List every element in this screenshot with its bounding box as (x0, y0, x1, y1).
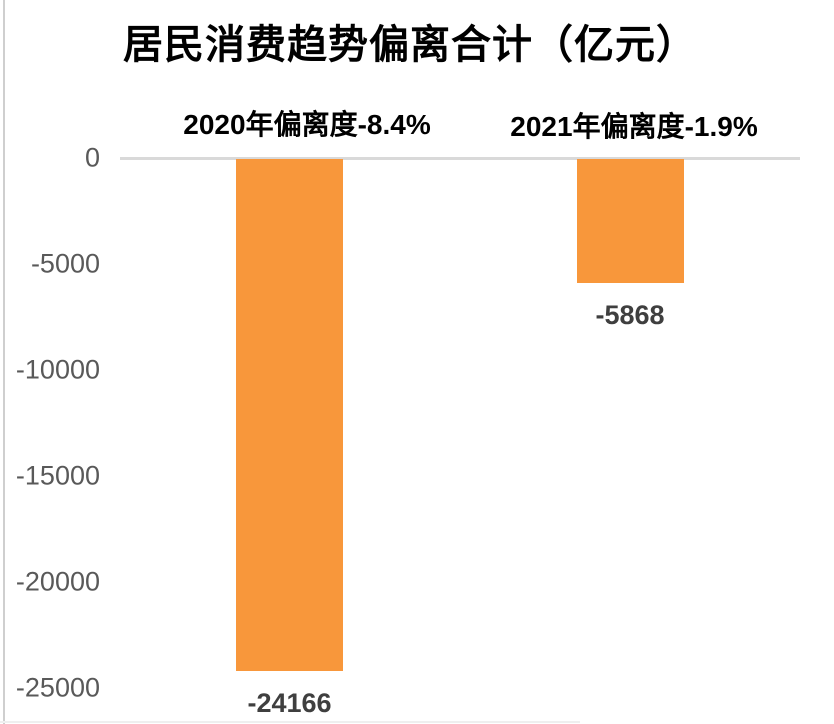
y-axis-tick-label: -15000 (15, 460, 100, 491)
bar-value-label-2020: -24166 (247, 688, 332, 718)
y-axis-tick-label: -20000 (15, 566, 100, 597)
y-axis-tick-label: -25000 (15, 672, 100, 703)
y-axis-tick-label: -10000 (15, 354, 100, 385)
zero-axis-line (120, 157, 800, 160)
bar-2020 (236, 159, 343, 671)
y-axis-tick-label: 0 (84, 142, 100, 173)
bar-2021 (576, 159, 684, 283)
deviation-annotation-2021: 2021年偏离度-1.9% (510, 111, 758, 142)
bottom-edge-line (0, 721, 580, 723)
bar-value-label-2021: -5868 (595, 300, 665, 330)
deviation-annotation-2020: 2020年偏离度-8.4% (183, 109, 431, 140)
left-edge-line (3, 0, 5, 724)
y-axis-tick-label: -5000 (30, 248, 100, 279)
chart-title: 居民消费趋势偏离合计（亿元） (123, 23, 697, 67)
